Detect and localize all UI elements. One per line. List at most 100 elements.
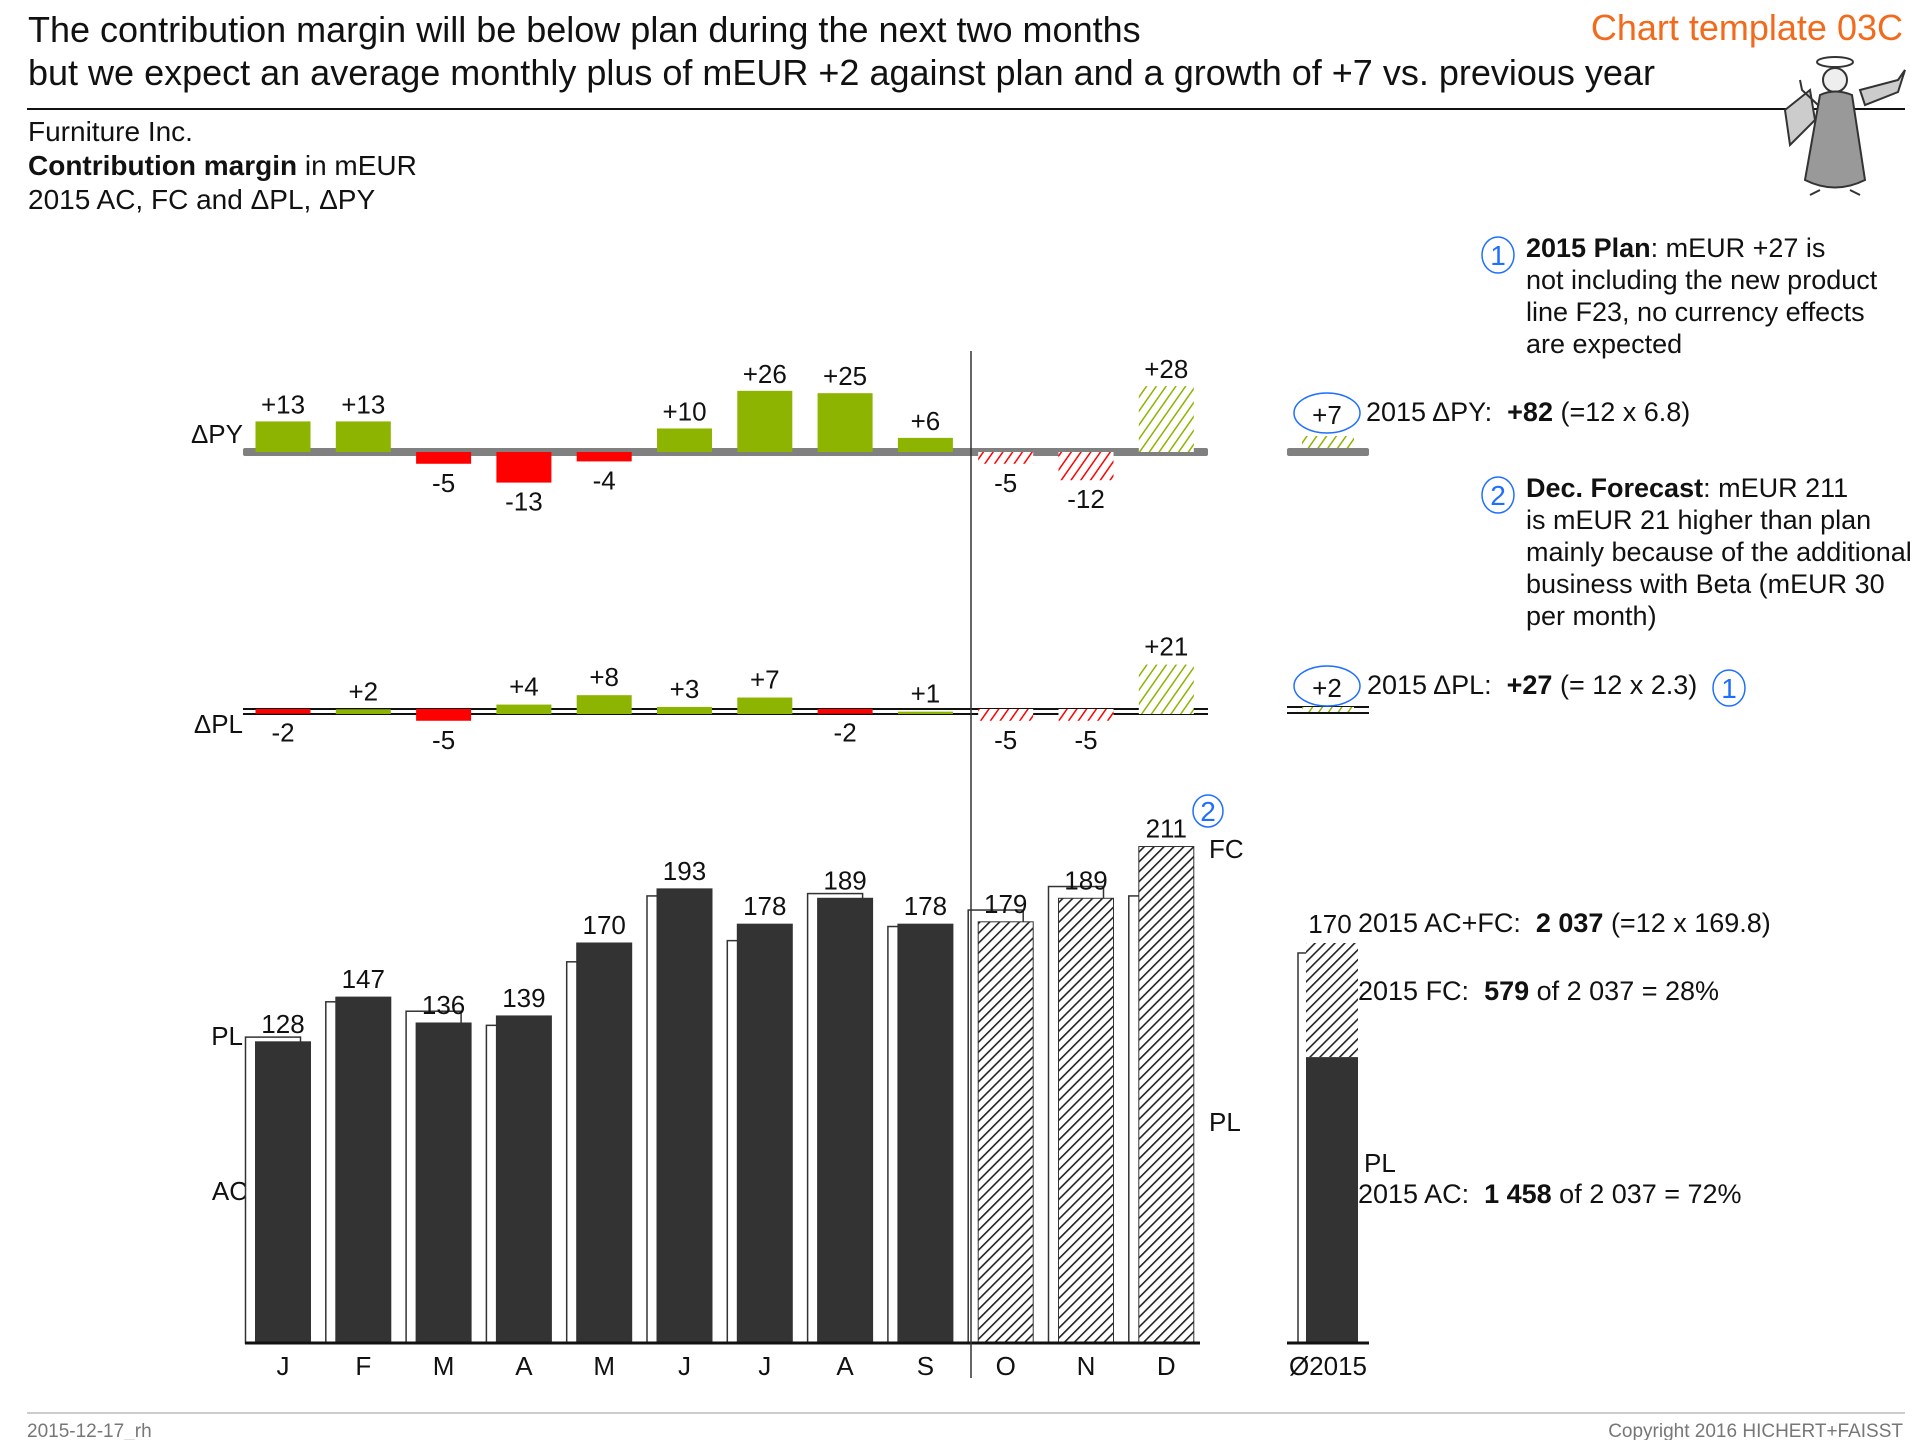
value-label: 193: [663, 856, 706, 886]
annotation-forecast-line-5: per month): [1526, 601, 1657, 631]
ac-total-value: 1 458: [1484, 1179, 1552, 1209]
delta-pl-bar: [496, 704, 552, 714]
annotation-plan-first: : mEUR +27 is: [1651, 233, 1826, 263]
delta-py-label: +28: [1144, 354, 1188, 384]
row-label-fc: FC: [1209, 834, 1244, 864]
delta-pl-bar: [335, 709, 391, 714]
month-label: F: [355, 1351, 371, 1381]
delta-py-label: -4: [593, 465, 616, 495]
delta-pl-bar: [1138, 664, 1194, 714]
ac-bar: [415, 1022, 472, 1344]
delta-pl-bar: [1058, 709, 1114, 721]
annotation-plan-line-3: line F23, no currency effects: [1526, 297, 1865, 327]
average-delta-pl: +2 2015 ΔPL: +27 (= 12 x 2.3) 1: [1287, 665, 1746, 714]
annotation-plan-line-1: 2015 Plan: mEUR +27 is: [1526, 233, 1825, 263]
annotation-forecast-line-3: mainly because of the additional: [1526, 537, 1912, 567]
delta-py-bar: [657, 428, 712, 452]
fc-total-text: 2015 FC: 579 of 2 037 = 28%: [1358, 976, 1719, 1006]
row-label-ac: AC: [212, 1176, 248, 1206]
delta-pl-bar: [255, 709, 311, 714]
marker-2: [1481, 476, 1515, 514]
month-label: J: [277, 1351, 290, 1381]
measure-name: Contribution margin: [28, 150, 297, 181]
measure-unit: in mEUR: [297, 150, 417, 181]
delta-py-label: +25: [823, 361, 867, 391]
average-ac-part: [1306, 1057, 1358, 1343]
value-label: 178: [904, 891, 947, 921]
annotation-forecast-line-2: is mEUR 21 higher than plan: [1526, 505, 1871, 535]
ac-bar: [897, 923, 954, 1344]
row-label-pl: PL: [211, 1021, 243, 1051]
month-label: A: [515, 1351, 533, 1381]
pl-total-text: 2015 ΔPL: +27 (= 12 x 2.3): [1367, 670, 1697, 700]
month-label: J: [678, 1351, 691, 1381]
delta-py-axis: [243, 448, 1208, 456]
value-label: 139: [502, 983, 545, 1013]
average-py-axis: [1287, 448, 1369, 456]
delta-pl-bar: [897, 711, 953, 714]
value-label: 170: [583, 910, 626, 940]
month-label: N: [1077, 1351, 1096, 1381]
delta-pl-bar: [737, 697, 793, 714]
value-label: 147: [342, 964, 385, 994]
delta-py-label: -12: [1067, 484, 1105, 514]
marker-1-pl-number: 1: [1721, 673, 1737, 704]
ac-bar: [576, 942, 633, 1344]
average-py-bar: [1302, 436, 1354, 448]
annotation-forecast-line-4: business with Beta (mEUR 30: [1526, 569, 1885, 599]
chart-marks: 128 J +13 -2 147 F +13 +2 136 M -5 -5 139 A -13 +4 170 M -…: [243, 354, 1208, 1381]
delta-py-bar: [817, 393, 873, 452]
ac-total-text: 2015 AC: 1 458 of 2 037 = 72%: [1358, 1179, 1742, 1209]
delta-pl-label: +8: [589, 662, 619, 692]
delta-pl-label: -5: [994, 725, 1017, 755]
delta-pl-bar: [978, 709, 1034, 721]
delta-pl-label: -2: [834, 718, 857, 748]
delta-py-bar: [1138, 386, 1194, 452]
ac-bar: [817, 897, 874, 1344]
average-py-highlight: [1293, 392, 1361, 434]
average-pl-highlight: [1293, 665, 1361, 707]
delta-py-label: +13: [261, 389, 305, 419]
average-value-label: 170: [1308, 909, 1351, 939]
acfc-total-rest: (=12 x 169.8): [1603, 908, 1770, 938]
delta-py-label: +6: [911, 406, 941, 436]
angel-illustration: [1783, 56, 1906, 196]
ac-bar: [255, 1041, 311, 1344]
value-label: 211: [1146, 814, 1187, 844]
marker-2-december-number: 2: [1200, 796, 1216, 827]
pl-total-value: +27: [1507, 670, 1553, 700]
annotation-forecast-bold: Dec. Forecast: [1526, 473, 1703, 503]
value-label: 189: [1064, 865, 1107, 895]
annotation-plan-line-2: not including the new product: [1526, 265, 1878, 295]
delta-py-label: -13: [505, 487, 543, 517]
annotation-plan-bold: 2015 Plan: [1526, 233, 1651, 263]
annotation-forecast-line-1: Dec. Forecast: mEUR 211: [1526, 473, 1848, 503]
py-total-rest: (=12 x 6.8): [1553, 397, 1690, 427]
delta-pl-bar: [576, 695, 632, 714]
ac-bar: [335, 996, 392, 1344]
month-label: M: [593, 1351, 615, 1381]
fc-total-rest: of 2 037 = 28%: [1529, 976, 1719, 1006]
template-label: Chart template 03C: [1591, 7, 1903, 48]
fc-bar: [977, 921, 1034, 1344]
delta-py-bar: [335, 421, 391, 452]
delta-py-bar: [576, 452, 632, 462]
annotation-forecast: 2 Dec. Forecast: mEUR 211 is mEUR 21 hig…: [1481, 473, 1912, 631]
pl-total-label: 2015 ΔPL:: [1367, 670, 1507, 700]
delta-pl-bar: [817, 709, 873, 714]
delta-py-bar: [1058, 452, 1114, 481]
average-fc-part: [1306, 942, 1358, 1058]
marker-1-number: 1: [1490, 240, 1506, 271]
py-total-value: +82: [1507, 397, 1553, 427]
average-category-label: Ø2015: [1289, 1351, 1367, 1381]
average-delta-py: +7 2015 ΔPY: +82 (=12 x 6.8): [1287, 392, 1690, 456]
annotation-forecast-first: : mEUR 211: [1703, 473, 1848, 503]
average-pl-marker-label: PL: [1364, 1148, 1396, 1178]
month-label: O: [996, 1351, 1016, 1381]
delta-pl-label: +2: [348, 676, 378, 706]
marker-2-december: [1192, 794, 1224, 828]
average-pl-bar: [1302, 707, 1354, 712]
annotation-plan-line-4: are expected: [1526, 329, 1682, 359]
delta-py-bar: [496, 452, 552, 483]
